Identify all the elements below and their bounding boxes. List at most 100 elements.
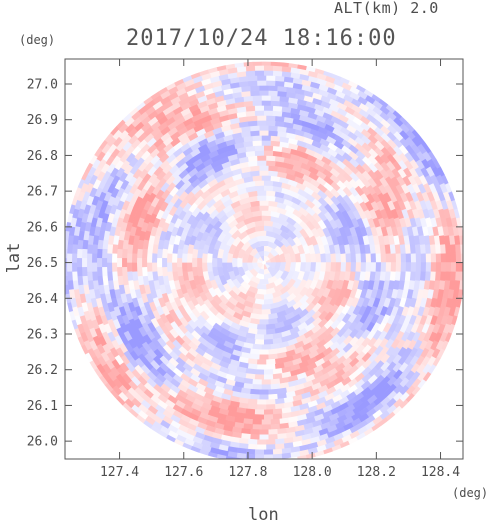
field-cell [305, 205, 316, 216]
field-cell [121, 141, 132, 152]
field-cell [285, 91, 296, 99]
y-tick-label: 26.6 [27, 220, 58, 235]
field-cell [105, 175, 115, 186]
field-cell [236, 371, 247, 379]
field-cell [171, 339, 183, 351]
field-cell [236, 447, 247, 455]
field-cell [198, 275, 206, 286]
field-cell [169, 321, 180, 332]
field-cell [201, 120, 212, 129]
field-cell [410, 191, 420, 203]
field-cell [171, 253, 178, 263]
field-cell [333, 78, 344, 87]
field-cell [181, 253, 188, 263]
field-cell [444, 182, 454, 193]
field-cell [150, 337, 161, 348]
field-cell [165, 175, 176, 186]
field-cell [82, 191, 91, 202]
field-cell [146, 371, 158, 382]
field-cell [409, 158, 420, 170]
field-cell [383, 297, 392, 308]
field-cell [423, 279, 431, 290]
field-cell [384, 271, 391, 281]
field-cell [328, 160, 340, 171]
field-cell [75, 217, 83, 228]
field-cell [349, 342, 360, 354]
field-cell [257, 329, 267, 335]
field-cell [175, 87, 187, 97]
field-cell [422, 208, 431, 219]
field-cell [78, 230, 85, 241]
field-cell [350, 97, 362, 108]
field-cell [303, 186, 315, 196]
field-cell [264, 414, 274, 420]
field-cell [159, 90, 171, 100]
field-cell [343, 335, 354, 346]
field-cell [274, 115, 285, 122]
field-cell [263, 245, 273, 253]
field-cell [134, 157, 145, 168]
field-cell [386, 153, 397, 164]
field-cell [272, 110, 283, 117]
field-cell [399, 377, 410, 388]
field-cell [167, 85, 179, 96]
field-cell [327, 287, 337, 299]
field-cell [270, 343, 281, 350]
field-cell [249, 205, 260, 213]
field-cell [206, 262, 213, 273]
field-cell [306, 159, 318, 169]
field-cell [138, 346, 149, 357]
field-cell [268, 90, 278, 97]
field-cell [161, 222, 170, 233]
field-cell [349, 91, 361, 101]
field-cell [286, 385, 297, 393]
field-cell [127, 301, 136, 313]
field-cell [335, 159, 347, 170]
field-cell [158, 152, 170, 164]
field-cell [448, 190, 457, 202]
field-cell [218, 444, 229, 452]
field-cell [364, 270, 371, 281]
field-cell [336, 179, 347, 191]
field-cell [388, 297, 397, 308]
field-cell [161, 257, 168, 268]
field-cell [309, 279, 319, 290]
field-cell [334, 296, 344, 307]
field-cell [211, 257, 218, 268]
field-cell [380, 252, 387, 263]
field-cell [307, 399, 319, 408]
field-cell [179, 296, 189, 308]
field-cell [170, 414, 181, 424]
field-cell [430, 262, 437, 272]
y-tick-label: 26.0 [27, 435, 58, 450]
field-cell [397, 167, 407, 179]
field-cell [140, 221, 149, 233]
field-cell [92, 335, 102, 347]
field-cell [418, 279, 426, 290]
field-cell [326, 380, 337, 390]
field-cell [135, 100, 146, 111]
field-cell [82, 239, 89, 250]
field-cell [182, 146, 193, 157]
field-cell [410, 370, 421, 382]
field-cell [197, 179, 209, 189]
field-cell [246, 253, 254, 263]
field-cell [191, 266, 199, 277]
field-cell [165, 368, 177, 379]
field-cell [272, 70, 283, 77]
field-cell [399, 271, 407, 281]
field-cell [317, 219, 327, 230]
field-cell [209, 215, 220, 227]
field-cell [283, 442, 294, 449]
field-cell [348, 350, 360, 361]
field-cell [372, 105, 383, 116]
field-cell [342, 363, 353, 374]
field-cell [379, 111, 390, 122]
field-cell [168, 186, 179, 198]
field-cell [431, 347, 441, 359]
field-cell [157, 297, 167, 309]
field-cell [210, 159, 222, 169]
field-cell [315, 235, 324, 246]
field-cell [276, 130, 287, 138]
field-cell [132, 271, 139, 282]
